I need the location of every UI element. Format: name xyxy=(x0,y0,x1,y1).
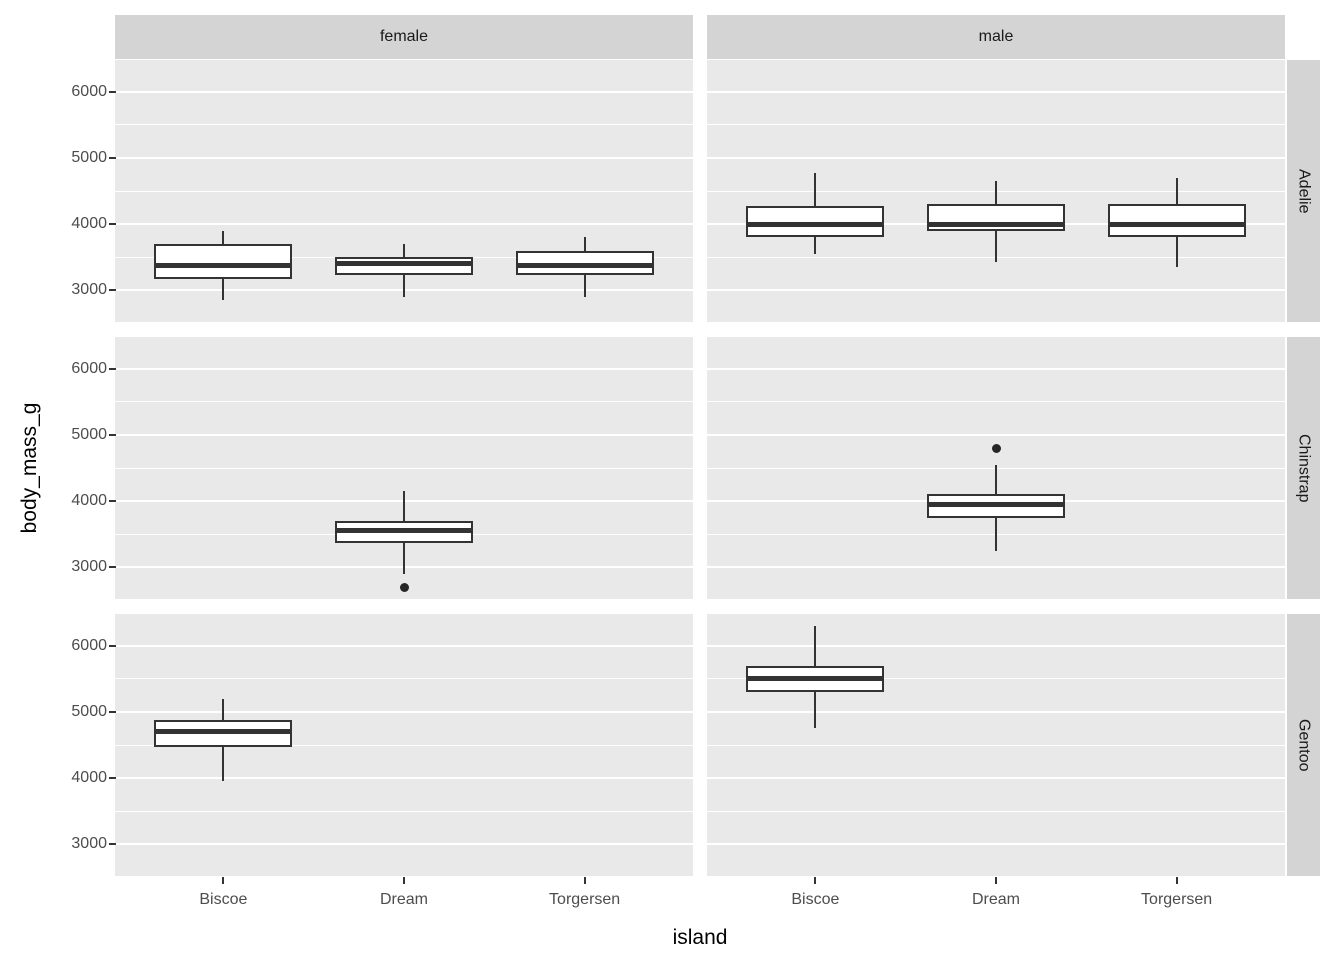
gridline-major xyxy=(707,289,1285,292)
y-tick-mark xyxy=(109,710,116,713)
y-tick-label: 3000 xyxy=(71,558,107,576)
facet-strip-label: Chinstrap xyxy=(1295,433,1313,503)
gridline-minor xyxy=(707,744,1285,746)
x-tick-mark xyxy=(403,877,405,884)
gridline-minor xyxy=(707,124,1285,126)
median-Adelie-male-Biscoe xyxy=(746,221,885,227)
facet-strip-label: Adelie xyxy=(1295,168,1313,214)
x-tick-label-Torgersen: Torgersen xyxy=(549,891,621,908)
box-Adelie-female-Biscoe xyxy=(154,243,293,279)
gridline-major xyxy=(115,223,693,226)
gridline-minor xyxy=(115,190,693,192)
x-tick-label-Biscoe: Biscoe xyxy=(199,891,248,908)
x-axis-title: island xyxy=(672,926,728,949)
y-tick-mark xyxy=(109,777,116,780)
median-Adelie-female-Torgersen xyxy=(515,262,654,268)
gridline-major xyxy=(707,777,1285,780)
y-tick-mark xyxy=(109,433,116,436)
gridline-major xyxy=(707,644,1285,647)
x-tick-mark xyxy=(1175,877,1178,884)
gridline-major xyxy=(115,433,693,436)
gridline-major xyxy=(115,843,693,846)
median-Chinstrap-male-Dream xyxy=(927,501,1065,507)
y-tick-mark xyxy=(109,500,116,503)
y-tick-label: 6000 xyxy=(71,82,107,100)
gridline-minor xyxy=(707,678,1285,680)
gridline-minor xyxy=(115,744,693,746)
y-tick-label: 5000 xyxy=(71,148,107,166)
x-tick-label-Torgersen: Torgersen xyxy=(1141,891,1213,908)
y-tick-label: 3000 xyxy=(71,281,107,299)
median-Adelie-male-Dream xyxy=(927,222,1065,228)
gridline-minor xyxy=(707,401,1285,403)
gridline-major xyxy=(707,156,1285,159)
gridline-major xyxy=(115,777,693,780)
y-tick-mark xyxy=(109,223,116,226)
outlier-Chinstrap-male-Dream xyxy=(991,443,1001,453)
median-Adelie-female-Biscoe xyxy=(154,262,293,268)
y-tick-label: 4000 xyxy=(71,215,107,233)
gridline-major xyxy=(115,644,693,647)
x-tick-label-Dream: Dream xyxy=(379,891,428,908)
median-Gentoo-male-Biscoe xyxy=(746,676,885,682)
y-tick-mark xyxy=(109,843,116,846)
x-tick-mark xyxy=(583,877,586,884)
y-tick-mark xyxy=(109,90,116,93)
x-tick-mark xyxy=(222,877,225,884)
y-tick-label: 5000 xyxy=(71,425,107,443)
x-tick-label-Biscoe: Biscoe xyxy=(791,891,840,908)
y-tick-label: 4000 xyxy=(71,769,107,787)
y-tick-mark xyxy=(109,289,116,292)
box-Adelie-male-Torgersen xyxy=(1107,204,1246,238)
gridline-minor xyxy=(115,124,693,126)
y-tick-mark xyxy=(109,156,116,159)
gridline-minor xyxy=(115,678,693,680)
median-Chinstrap-female-Dream xyxy=(335,528,473,534)
y-tick-label: 5000 xyxy=(71,702,107,720)
facet-strip-label: Gentoo xyxy=(1295,718,1313,772)
gridline-minor xyxy=(115,810,693,812)
median-Gentoo-female-Biscoe xyxy=(154,729,293,735)
median-Adelie-female-Dream xyxy=(335,261,473,267)
facet-strip-Chinstrap: Chinstrap xyxy=(1287,337,1320,599)
gridline-major xyxy=(707,566,1285,569)
gridline-major xyxy=(115,156,693,159)
gridline-major xyxy=(707,433,1285,436)
y-tick-label: 3000 xyxy=(71,835,107,853)
x-tick-label-Dream: Dream xyxy=(971,891,1020,908)
gridline-major xyxy=(707,90,1285,93)
y-tick-mark xyxy=(109,644,116,647)
gridline-minor xyxy=(115,467,693,469)
y-axis-title: body_mass_g xyxy=(18,402,41,534)
x-tick-mark xyxy=(814,877,817,884)
y-tick-label: 6000 xyxy=(71,636,107,654)
gridline-major xyxy=(115,367,693,370)
gridline-major xyxy=(707,843,1285,846)
gridline-major xyxy=(707,710,1285,713)
y-tick-mark xyxy=(109,566,116,569)
facet-strip-female: female xyxy=(115,15,693,59)
facet-strip-Gentoo: Gentoo xyxy=(1287,614,1320,876)
y-tick-label: 6000 xyxy=(71,359,107,377)
y-tick-label: 4000 xyxy=(71,492,107,510)
gridline-major xyxy=(115,710,693,713)
facet-strip-Adelie: Adelie xyxy=(1287,60,1320,322)
gridline-major xyxy=(115,90,693,93)
y-tick-mark xyxy=(109,367,116,370)
outlier-Chinstrap-female-Dream xyxy=(399,582,409,592)
facet-panel-Gentoo-male xyxy=(707,614,1285,876)
gridline-major xyxy=(707,367,1285,370)
x-tick-mark xyxy=(995,877,997,884)
gridline-minor xyxy=(707,810,1285,812)
facet-strip-male: male xyxy=(707,15,1285,59)
median-Adelie-male-Torgersen xyxy=(1107,221,1246,227)
gridline-minor xyxy=(115,401,693,403)
